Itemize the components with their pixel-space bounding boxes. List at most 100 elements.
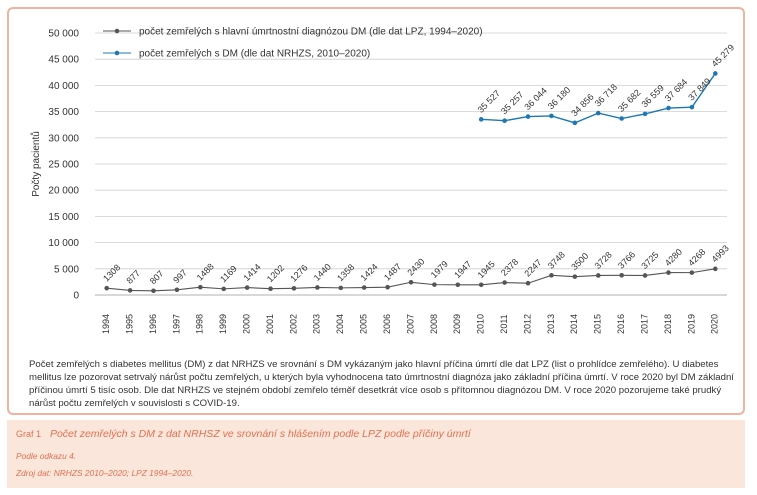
x-tick-label: 1995 — [124, 314, 134, 334]
data-label: 1169 — [218, 264, 239, 285]
x-tick-label: 2001 — [265, 314, 275, 334]
y-tick-label: 30 000 — [48, 133, 79, 144]
x-tick-label: 2000 — [242, 314, 252, 334]
x-tick-label: 2005 — [359, 314, 369, 334]
data-label: 2430 — [405, 256, 426, 277]
data-label: 1358 — [335, 262, 356, 283]
data-label: 1945 — [476, 259, 497, 280]
x-tick-label: 1999 — [218, 314, 228, 334]
data-point — [619, 272, 624, 278]
x-tick-label: 2016 — [616, 314, 626, 334]
data-point — [291, 286, 297, 291]
data-point — [244, 285, 250, 290]
data-point — [478, 282, 484, 288]
data-point — [221, 286, 227, 292]
data-label: 37 684 — [663, 77, 690, 104]
data-point — [666, 270, 671, 275]
y-axis-label: Počty pacientů — [30, 131, 42, 197]
x-tick-label: 2014 — [569, 314, 579, 334]
data-point — [619, 116, 624, 121]
caption-bar: Graf 1 Počet zemřelých s DM z dat NRHSZ … — [7, 420, 745, 488]
data-point — [712, 71, 718, 76]
line-chart: 0 5 000 10 000 15 000 20 000 25 000 30 000 35 0… — [30, 27, 737, 335]
data-point — [642, 273, 648, 278]
data-label: 36 044 — [522, 85, 549, 112]
data-point — [502, 118, 507, 124]
y-tick-label: 5 000 — [54, 264, 79, 275]
data-label: 35 527 — [476, 88, 503, 115]
data-point — [338, 285, 344, 291]
data-label: 1308 — [101, 262, 122, 283]
legend-label-2: počet zemřelých s DM (dle dat NRHZS, 201… — [139, 49, 370, 60]
x-tick-label: 2007 — [405, 314, 415, 334]
x-tick-label: 2002 — [288, 314, 298, 334]
data-label: 3728 — [593, 250, 614, 271]
data-label: 997 — [171, 267, 189, 285]
data-label: 1487 — [382, 261, 403, 282]
chart-frame: 0 5 000 10 000 15 000 20 000 25 000 30 000 35 0… — [7, 7, 745, 415]
x-tick-label: 1994 — [101, 314, 111, 334]
data-point — [385, 284, 390, 290]
data-point — [689, 270, 695, 275]
data-label: 807 — [148, 268, 166, 286]
data-label: 1202 — [265, 263, 286, 284]
data-label: 45 279 — [710, 42, 737, 69]
y-tick-label: 50 000 — [48, 29, 79, 40]
data-point — [549, 273, 554, 278]
x-tick-label: 2019 — [686, 314, 696, 334]
data-label: 3766 — [616, 249, 637, 270]
x-tick-label: 2012 — [522, 314, 532, 334]
x-tick-label: 2018 — [663, 314, 673, 334]
x-tick-label: 1998 — [195, 314, 205, 334]
y-tick-label: 25 000 — [48, 160, 79, 171]
data-point — [127, 288, 133, 293]
data-point — [455, 282, 461, 288]
x-tick-label: 2010 — [476, 314, 486, 334]
legend-marker-1 — [114, 28, 120, 34]
chart-description: Počet zemřelých s diabetes mellitus (DM)… — [29, 359, 734, 409]
data-label: 2247 — [522, 257, 543, 278]
data-point — [525, 114, 531, 119]
data-point — [712, 266, 718, 272]
legend-marker-2 — [114, 50, 120, 56]
data-point — [666, 105, 671, 111]
data-point — [198, 284, 203, 290]
data-label: 35 257 — [499, 90, 526, 117]
data-point — [642, 111, 648, 117]
data-label: 4268 — [686, 247, 707, 268]
data-label: 35 682 — [616, 87, 643, 114]
x-tick-label: 1996 — [148, 314, 158, 334]
data-label: 877 — [124, 268, 142, 286]
x-tick-label: 2003 — [312, 314, 322, 334]
y-tick-label: 20 000 — [48, 186, 79, 197]
data-point — [595, 273, 601, 278]
data-point — [315, 285, 320, 290]
y-tick-label: 15 000 — [48, 212, 79, 223]
data-point — [502, 280, 507, 285]
data-point — [268, 286, 273, 292]
data-point — [432, 282, 437, 287]
data-label: 1947 — [452, 259, 473, 280]
caption-number: Graf 1 — [16, 429, 42, 439]
data-label: 4993 — [710, 243, 731, 264]
data-point — [595, 110, 601, 116]
data-label: 1414 — [241, 262, 262, 283]
x-tick-label: 2013 — [546, 314, 556, 334]
data-point — [549, 113, 554, 119]
data-point — [689, 104, 695, 110]
x-tick-label: 2015 — [593, 314, 603, 334]
caption-title-text: Počet zemřelých s DM z dat NRHSZ ve srov… — [49, 428, 471, 440]
data-label: 4280 — [663, 247, 684, 268]
x-tick-label: 2017 — [639, 314, 649, 334]
data-label: 3748 — [546, 250, 567, 271]
y-tick-label: 45 000 — [48, 55, 79, 66]
data-point — [525, 280, 531, 286]
x-tick-label: 2004 — [335, 314, 345, 334]
data-point — [478, 117, 484, 122]
data-point — [572, 274, 578, 279]
data-label: 1424 — [359, 262, 380, 283]
x-tick-label: 2020 — [710, 314, 720, 334]
x-tick-label: 2009 — [452, 314, 462, 334]
caption-source: Zdroj dat: NRHZS 2010–2020; LPZ 1994–202… — [16, 468, 194, 478]
x-tick-label: 2008 — [429, 314, 439, 334]
